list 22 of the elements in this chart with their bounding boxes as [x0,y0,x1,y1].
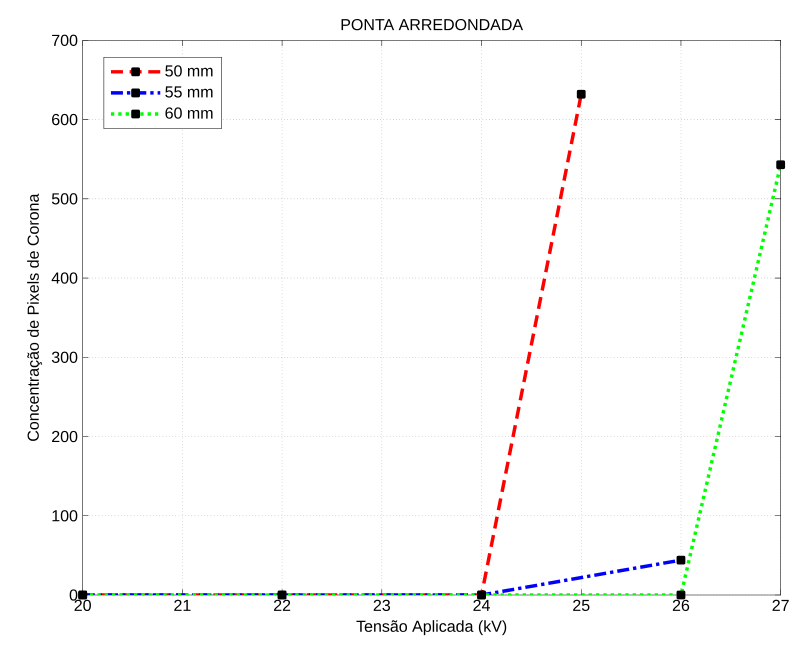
y-tick-label: 700 [52,34,78,46]
y-tick-label: 0 [70,589,78,601]
y-tick-label: 400 [52,272,78,284]
y-tick-label: 500 [52,193,78,204]
x-tick-label: 27 [772,600,789,611]
chart-title: PONTA ARREDONDADA [342,18,524,30]
x-tick-label: 26 [672,600,690,612]
x-axis-title: Tensão Aplicada (kV) [356,620,506,636]
x-tick-label: 23 [374,600,390,612]
legend-label: 60 mm [165,107,212,119]
x-tick-label: 21 [174,600,190,611]
x-tick-label: 22 [274,600,290,611]
y-tick-label: 200 [52,430,78,442]
legend-label: 55 mm [165,86,212,98]
x-tick-label: 25 [573,600,590,612]
y-tick-label: 100 [52,510,78,522]
y-tick-label: 600 [52,114,78,126]
x-tick-label: 24 [473,600,490,611]
legend-label: 50 mm [165,65,212,77]
y-axis-title: Concentração de Pixels de Corona [27,194,42,441]
y-tick-label: 300 [52,352,78,363]
x-tick-label: 20 [74,600,91,612]
